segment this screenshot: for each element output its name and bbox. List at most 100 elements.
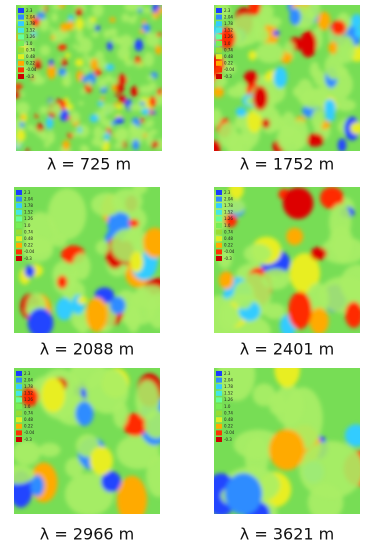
heatmap-blob xyxy=(95,240,110,255)
heatmap-blob xyxy=(128,103,143,112)
heatmap-blob xyxy=(47,188,87,240)
legend-swatch xyxy=(216,21,222,27)
legend-label: 0.48 xyxy=(24,236,33,241)
legend-swatch xyxy=(216,34,222,40)
legend-label: 2.3 xyxy=(224,190,231,195)
legend-label: 1.78 xyxy=(224,203,233,208)
heatmap-blob xyxy=(123,5,141,12)
heatmap-blob xyxy=(94,68,102,77)
heatmap-blob xyxy=(214,140,221,151)
heatmap-blob xyxy=(48,100,54,105)
heatmap-blob xyxy=(51,5,61,11)
heatmap-blob xyxy=(114,116,125,125)
heatmap-blob xyxy=(282,187,314,220)
heatmap-blob xyxy=(14,464,35,485)
panel-caption: λ = 3621 m xyxy=(240,525,334,544)
legend-swatch xyxy=(216,203,222,209)
legend-swatch xyxy=(16,430,22,436)
legend-swatch xyxy=(16,404,22,409)
heatmap xyxy=(16,5,162,151)
heatmap-blob xyxy=(268,429,305,471)
heatmap-blob xyxy=(48,59,54,66)
legend-swatch xyxy=(16,203,22,209)
heatmap xyxy=(214,5,360,151)
legend-swatch xyxy=(18,74,24,79)
heatmap-blob xyxy=(56,275,68,289)
heatmap-blob xyxy=(79,144,88,151)
heatmap-blob xyxy=(317,11,331,31)
legend-label: 1.78 xyxy=(24,203,33,208)
heatmap-blob xyxy=(284,41,295,54)
heatmap-blob xyxy=(33,58,42,70)
legend-swatch xyxy=(216,8,222,13)
heatmap-blob xyxy=(14,440,41,466)
heatmap-blob xyxy=(128,219,140,228)
heatmap-blob xyxy=(100,118,109,126)
heatmap-blob xyxy=(138,85,154,95)
heatmap-blob xyxy=(334,235,352,263)
legend-swatch xyxy=(16,423,22,429)
heatmap-blob xyxy=(134,39,144,52)
color-legend: 2.32.04 1.78 1.521.26 1.00.74 0.48 0.22-0.04 -… xyxy=(216,371,235,442)
heatmap-blob xyxy=(89,446,114,476)
heatmap-blob xyxy=(97,77,108,89)
legend-swatch xyxy=(216,27,222,33)
heatmap-blob xyxy=(350,122,360,135)
heatmap-field xyxy=(14,368,160,514)
heatmap-blob xyxy=(78,101,84,106)
legend-swatch xyxy=(16,236,22,242)
heatmap-blob xyxy=(58,56,63,62)
heatmap-blob xyxy=(122,413,148,437)
heatmap-blob xyxy=(261,268,290,290)
heatmap-blob xyxy=(47,105,56,114)
heatmap-blob xyxy=(93,125,104,140)
heatmap-blob xyxy=(128,132,144,145)
legend-label: 2.3 xyxy=(224,371,231,376)
heatmap-blob xyxy=(16,91,21,99)
heatmap-blob xyxy=(75,17,84,31)
heatmap-blob xyxy=(309,61,320,79)
legend-swatch xyxy=(16,410,22,416)
legend-label: -0.04 xyxy=(224,249,235,254)
legend-label: 1.0 xyxy=(24,404,31,409)
heatmap-blob xyxy=(248,50,257,61)
legend-label: 2.04 xyxy=(26,14,35,19)
heatmap-blob xyxy=(85,297,108,333)
legend-label: 0.74 xyxy=(224,410,233,415)
heatmap-blob xyxy=(20,115,25,120)
heatmap-blob xyxy=(39,44,51,57)
heatmap-blob xyxy=(97,101,104,107)
legend-label: 1.26 xyxy=(224,34,233,39)
legend-label: -0.3 xyxy=(224,256,232,261)
heatmap-blob xyxy=(19,122,25,128)
legend-label: 0.74 xyxy=(24,229,33,234)
heatmap-blob xyxy=(65,457,84,478)
legend-label: -0.3 xyxy=(224,74,232,79)
heatmap-blob xyxy=(30,475,45,497)
legend-label: 1.26 xyxy=(26,34,35,39)
heatmap-blob xyxy=(58,43,67,51)
heatmap-blob xyxy=(344,424,360,447)
heatmap xyxy=(14,187,160,333)
heatmap-blob xyxy=(59,99,67,110)
heatmap-blob xyxy=(331,19,347,36)
legend-label: 1.0 xyxy=(224,223,231,228)
heatmap-blob xyxy=(248,5,261,16)
heatmap-blob xyxy=(259,5,274,21)
heatmap-blob xyxy=(228,187,244,200)
heatmap-blob xyxy=(105,63,115,71)
legend-label: 2.3 xyxy=(224,8,231,13)
heatmap-blob xyxy=(122,311,141,327)
heatmap-blob xyxy=(31,17,40,27)
legend-label: 1.26 xyxy=(224,216,233,221)
heatmap-blob xyxy=(300,88,327,109)
heatmap-blob xyxy=(72,253,91,281)
heatmap-blob xyxy=(289,8,301,26)
heatmap-blob xyxy=(306,133,324,147)
heatmap-blob xyxy=(67,20,74,31)
legend-label: -0.3 xyxy=(24,437,32,442)
heatmap-blob xyxy=(149,96,157,108)
heatmap-blob xyxy=(119,34,134,49)
heatmap-blob xyxy=(323,98,336,118)
legend-label: 1.52 xyxy=(224,391,233,396)
